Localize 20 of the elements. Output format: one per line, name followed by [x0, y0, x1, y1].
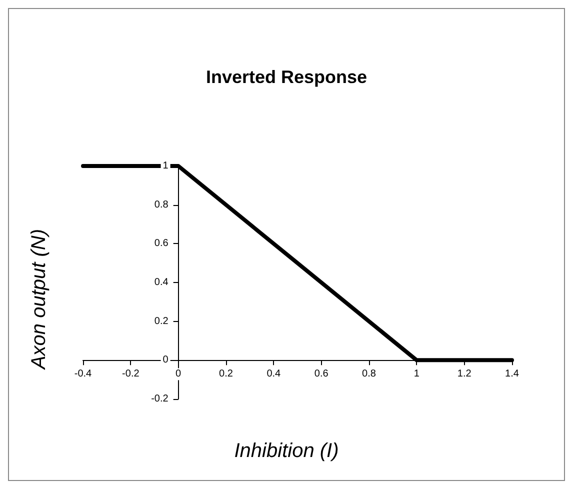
x-tick-label: -0.4 — [74, 368, 92, 380]
x-tick-label: 0 — [176, 368, 182, 380]
x-tick-label: 1 — [414, 368, 420, 380]
y-tick-label: -0.2 — [151, 394, 169, 404]
x-tick-label: 0.4 — [266, 368, 282, 380]
y-tick-label: 0.6 — [154, 238, 169, 250]
x-tick-label: 0.2 — [219, 368, 234, 380]
x-axis-title: Inhibition (I) — [234, 440, 339, 462]
x-tick-label: 0.6 — [314, 368, 329, 380]
chart-title: Inverted Response — [206, 67, 368, 87]
x-tick-label: 1.4 — [505, 368, 520, 380]
y-tick-label: 0.2 — [154, 316, 169, 327]
y-tick-label: 0 — [162, 354, 169, 366]
x-tick-label: 1.2 — [457, 368, 472, 380]
y-tick-label: 1 — [162, 160, 169, 172]
y-axis-title: Axon output (N) — [28, 228, 50, 370]
x-tick-label: 0.8 — [362, 368, 376, 380]
y-tick-label: 0.8 — [154, 199, 169, 210]
y-tick-label: 0.4 — [154, 277, 169, 288]
x-tick-label: -0.2 — [122, 368, 140, 380]
